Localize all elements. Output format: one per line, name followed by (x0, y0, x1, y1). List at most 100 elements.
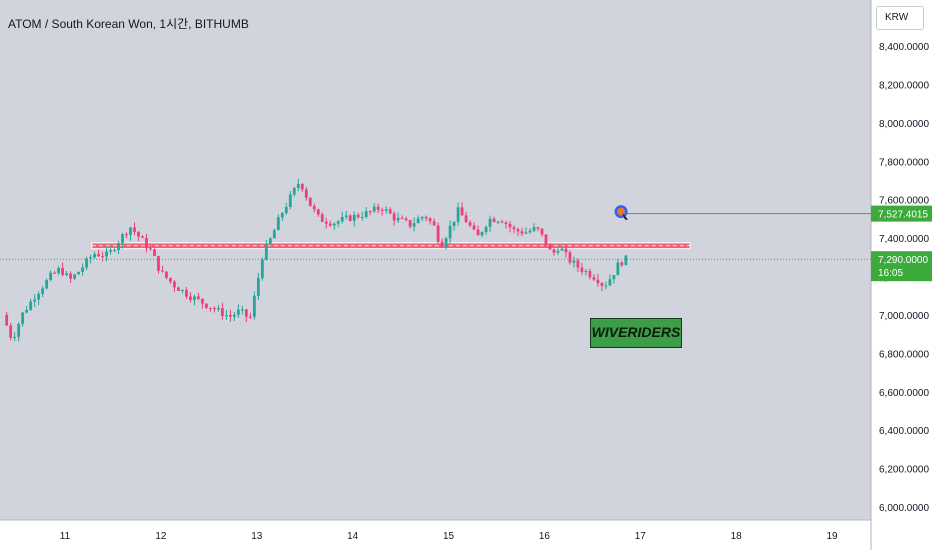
y-tick-label: 6,600.0000 (879, 388, 929, 399)
candle-body (492, 218, 496, 223)
target-marker-pointer (622, 212, 629, 220)
candle-body (85, 258, 88, 268)
candle-body (336, 221, 340, 224)
candle-body (532, 227, 536, 231)
candle-body (268, 238, 272, 244)
candle-body (113, 250, 116, 252)
candle-body (240, 309, 244, 311)
candle-body (332, 223, 336, 226)
candle-body (129, 227, 132, 235)
candle-body (141, 236, 144, 238)
candle-body (500, 221, 504, 223)
candle-body (161, 270, 164, 272)
candle-body (109, 250, 112, 252)
candle-body (420, 216, 424, 219)
watermark-badge: WIVERIDERS (590, 318, 682, 348)
candle-body (588, 271, 592, 278)
candle-body (89, 257, 92, 259)
y-tick-label: 7,600.0000 (879, 196, 929, 207)
resistance-zone (91, 242, 691, 250)
candle-body (380, 209, 384, 211)
candle-body (376, 206, 380, 210)
candle-body (17, 323, 21, 337)
candle-body (280, 213, 284, 218)
candle-body (29, 301, 33, 310)
candles (5, 178, 628, 342)
candle-body (25, 309, 29, 313)
y-tick-label: 6,200.0000 (879, 465, 929, 476)
x-tick-label: 17 (635, 531, 647, 542)
y-tick-label: 8,200.0000 (879, 80, 929, 91)
candle-body (97, 253, 100, 257)
y-tick-label: 6,400.0000 (879, 426, 929, 437)
candle-body (244, 309, 248, 317)
candle-body (248, 316, 252, 318)
candle-body (296, 183, 300, 189)
candle-body (552, 249, 556, 253)
candle-body (584, 271, 588, 273)
candle-body (213, 308, 216, 310)
candle-body (344, 215, 348, 218)
candle-body (41, 288, 45, 294)
candle-body (580, 267, 584, 272)
last-price-tag (871, 251, 932, 282)
candle-body (560, 248, 564, 251)
candle-body (368, 211, 372, 213)
candle-body (65, 273, 68, 275)
candle-body (348, 215, 352, 221)
candle-body (217, 307, 220, 310)
candle-body (432, 221, 436, 226)
candle-body (69, 273, 72, 279)
candle-body (57, 268, 61, 273)
candle-body (484, 226, 488, 233)
currency-button[interactable]: KRW (876, 6, 924, 30)
candle-body (205, 303, 208, 308)
candle-body (81, 267, 84, 272)
candle-body (556, 250, 560, 253)
candle-body (53, 272, 57, 274)
candle-body (256, 277, 260, 296)
candle-body (49, 272, 53, 280)
x-tick-label: 18 (731, 531, 743, 542)
candle-body (137, 231, 140, 237)
y-tick-label: 7,000.0000 (879, 311, 929, 322)
candle-body (149, 248, 152, 250)
candle-body (496, 221, 500, 223)
last-price-label: 7,290.0000 (878, 255, 928, 266)
candle-body (101, 256, 104, 258)
candle-body (468, 222, 472, 226)
x-tick-label: 15 (443, 531, 455, 542)
candle-body (612, 275, 616, 280)
candle-body (272, 230, 276, 239)
candle-body (224, 315, 228, 317)
candle-body (37, 293, 41, 300)
candle-body (61, 268, 65, 275)
candle-body (592, 277, 596, 280)
candle-body (189, 296, 192, 300)
candle-body (540, 228, 544, 235)
candle-body (424, 216, 428, 219)
candle-body (21, 312, 25, 324)
candle-body (440, 241, 444, 248)
candle-body (360, 217, 364, 219)
candle-body (428, 218, 432, 222)
candle-body (320, 214, 324, 222)
y-tick-label: 8,400.0000 (879, 42, 929, 53)
candle-body (117, 243, 120, 251)
candle-body (93, 253, 96, 258)
candle-body (356, 214, 360, 218)
candle-body (352, 214, 356, 221)
candle-body (236, 309, 240, 315)
candle-body (476, 229, 480, 236)
plot-area (0, 0, 871, 520)
candle-body (516, 229, 520, 232)
candle-body (181, 289, 184, 292)
candle-body (276, 217, 280, 231)
candle-body (185, 289, 188, 297)
candle-body (604, 285, 608, 287)
x-tick-label: 14 (347, 531, 359, 542)
candle-body (340, 217, 344, 222)
candle-body (304, 189, 308, 198)
candle-body (600, 283, 604, 286)
